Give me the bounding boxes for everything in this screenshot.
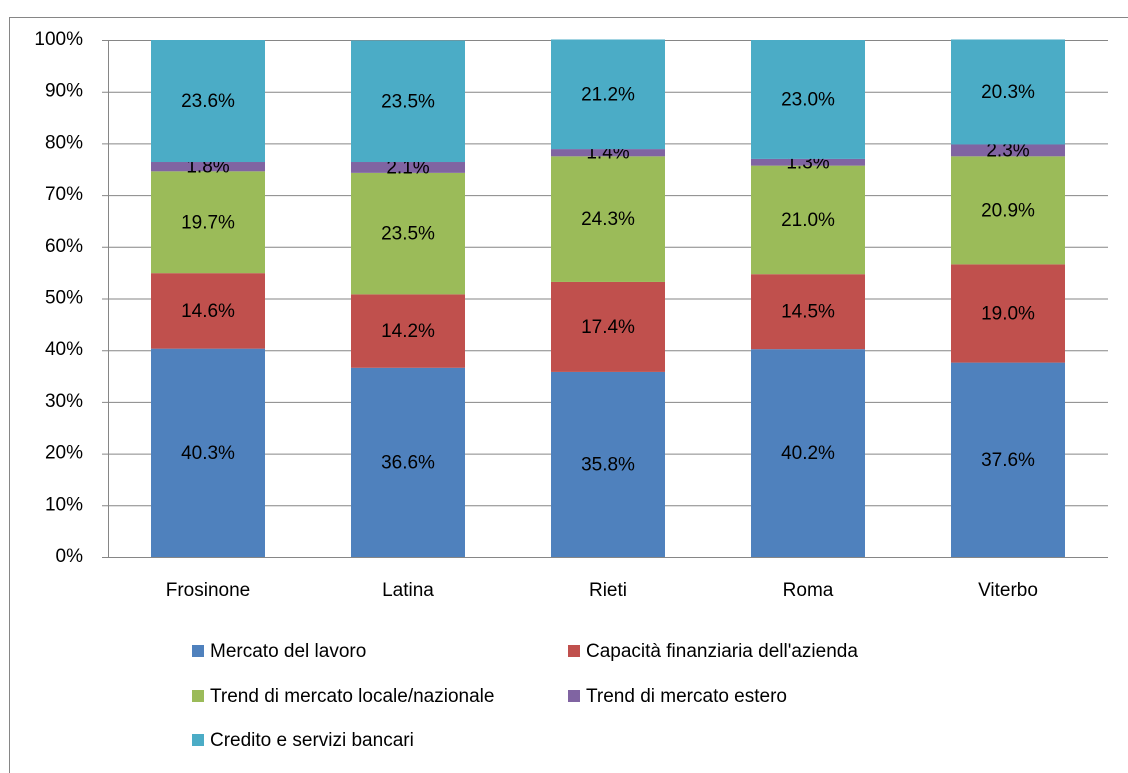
legend-label: Mercato del lavoro [210, 641, 366, 662]
legend-swatch [192, 690, 204, 702]
data-label: 19.7% [181, 212, 235, 233]
y-tick-label: 80% [45, 132, 83, 153]
legend-label: Trend di mercato locale/nazionale [210, 686, 494, 707]
data-label: 2.3% [986, 140, 1029, 161]
data-label: 35.8% [581, 454, 635, 475]
data-label: 14.5% [781, 302, 835, 323]
y-tick-label: 90% [45, 81, 83, 102]
y-tick-label: 100% [34, 29, 83, 50]
bar-segment [551, 149, 665, 157]
y-tick-label: 30% [45, 391, 83, 412]
bar-segment [951, 156, 1065, 265]
legend-label: Credito e servizi bancari [210, 730, 414, 751]
data-label: 19.0% [981, 304, 1035, 325]
data-label: 24.3% [581, 209, 635, 230]
y-tick-label: 20% [45, 443, 83, 464]
data-label: 17.4% [581, 317, 635, 338]
y-tick-label: 70% [45, 184, 83, 205]
bar-segment [351, 172, 465, 295]
legend-swatch [568, 690, 580, 702]
data-label: 14.6% [181, 301, 235, 322]
legend-swatch [192, 645, 204, 657]
bar-segment [551, 371, 665, 557]
bar-segment [951, 362, 1065, 557]
data-label: 20.9% [981, 200, 1035, 221]
y-tick-label: 0% [56, 546, 84, 567]
bar-segment [951, 264, 1065, 363]
data-label: 23.5% [381, 224, 435, 245]
bar-segment [951, 144, 1065, 157]
bar-segment [151, 348, 265, 557]
data-label: 14.2% [381, 321, 435, 342]
y-tick-label: 50% [45, 288, 83, 309]
legend-label: Capacità finanziaria dell'azienda [586, 641, 858, 662]
bar-segment [751, 274, 865, 350]
data-label: 37.6% [981, 450, 1035, 471]
data-label: 23.0% [781, 89, 835, 110]
bar-segment [551, 281, 665, 372]
bar-segment [751, 165, 865, 275]
bar-segment [151, 40, 265, 163]
x-tick-label: Latina [382, 580, 434, 601]
data-label: 21.2% [581, 84, 635, 105]
bar-segment [751, 158, 865, 166]
x-tick-label: Rieti [589, 580, 627, 601]
bar-segment [551, 156, 665, 282]
x-tick-label: Viterbo [978, 580, 1038, 601]
y-tick-label: 60% [45, 236, 83, 257]
legend-swatch [192, 734, 204, 746]
data-label: 21.0% [781, 210, 835, 231]
data-label: 40.2% [781, 443, 835, 464]
data-label: 2.1% [386, 157, 429, 178]
bar-segment [351, 40, 465, 163]
bar-segment [151, 273, 265, 349]
data-label: 23.6% [181, 91, 235, 112]
x-tick-label: Roma [783, 580, 834, 601]
bar-segment [951, 39, 1065, 145]
data-label: 36.6% [381, 452, 435, 473]
bar-segment [751, 40, 865, 159]
data-label: 23.5% [381, 91, 435, 112]
y-tick-label: 10% [45, 494, 83, 515]
bar-segment [551, 39, 665, 150]
y-tick-label: 40% [45, 339, 83, 360]
bar-segment [351, 367, 465, 557]
bar-segment [151, 171, 265, 274]
legend-swatch [568, 645, 580, 657]
bar-segment [351, 162, 465, 173]
bar-segment [351, 294, 465, 368]
bar-segment [751, 349, 865, 557]
data-label: 20.3% [981, 82, 1035, 103]
bar-segment [151, 162, 265, 172]
data-label: 40.3% [181, 443, 235, 464]
chart-border [9, 17, 1128, 773]
x-tick-label: Frosinone [166, 580, 251, 601]
legend-label: Trend di mercato estero [586, 686, 787, 707]
